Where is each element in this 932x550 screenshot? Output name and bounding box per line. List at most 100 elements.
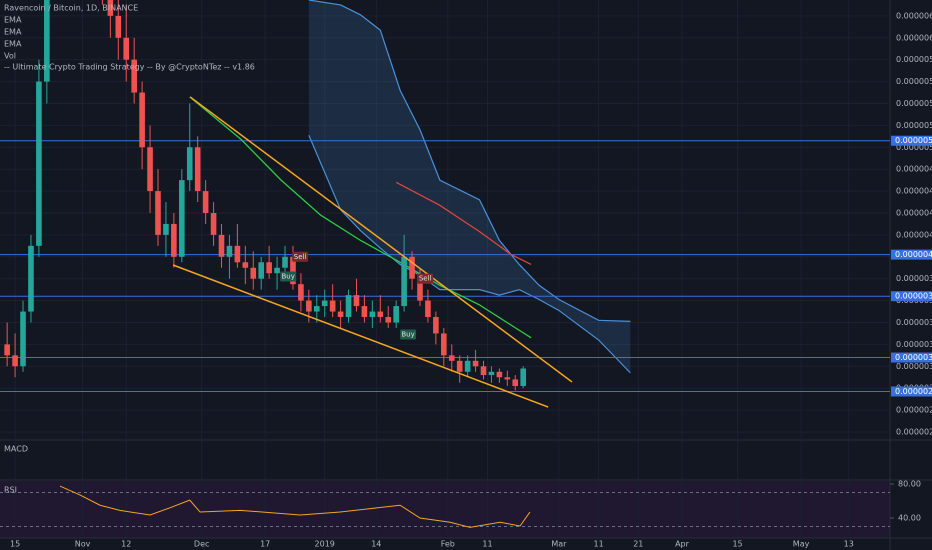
candle-body bbox=[186, 147, 193, 181]
level-label: 0.00000277 bbox=[895, 387, 932, 396]
rsi-tick-label: 80.00 bbox=[898, 479, 921, 488]
candle-body bbox=[417, 278, 423, 301]
candle-body bbox=[242, 262, 249, 268]
x-tick-label: Dec bbox=[194, 540, 209, 549]
rsi-tick-label: 40.00 bbox=[898, 514, 921, 523]
candle-body bbox=[409, 256, 415, 279]
signal-label: Sell bbox=[294, 253, 307, 261]
candle-body bbox=[123, 37, 130, 60]
y-tick-label: 0.00000620 bbox=[896, 11, 932, 20]
candle-body bbox=[369, 311, 376, 318]
candle-body bbox=[504, 377, 511, 380]
candle-body bbox=[36, 81, 42, 246]
legend: Vol bbox=[4, 52, 16, 61]
y-tick-label: 0.00000580 bbox=[896, 55, 932, 64]
candle-body bbox=[448, 355, 455, 361]
level-label: 0.00000402 bbox=[895, 250, 932, 259]
x-tick-label: Feb bbox=[441, 540, 455, 549]
cloud-line bbox=[308, 135, 631, 374]
y-tick-label: 0.00000380 bbox=[896, 274, 932, 283]
candle-body bbox=[512, 379, 519, 387]
candle-body bbox=[520, 368, 527, 387]
candle-body bbox=[393, 306, 399, 323]
candle-body bbox=[433, 317, 439, 334]
signal-label: Sell bbox=[419, 275, 432, 283]
x-tick-label: 15 bbox=[10, 540, 20, 549]
y-tick-label: 0.00000420 bbox=[896, 230, 932, 239]
candle-body bbox=[290, 256, 296, 285]
level-tag bbox=[891, 135, 932, 146]
legend: EMA bbox=[4, 28, 22, 37]
candle-body bbox=[155, 191, 161, 235]
candle-body bbox=[306, 300, 312, 312]
signal-tag bbox=[417, 273, 434, 284]
x-tick-label: Nov bbox=[75, 540, 91, 549]
signal-label: Buy bbox=[282, 273, 295, 281]
candle-body bbox=[139, 92, 145, 148]
y-tick-label: 0.00000440 bbox=[896, 208, 932, 217]
candle-body bbox=[329, 300, 336, 312]
candle-body bbox=[464, 360, 471, 372]
candle-body bbox=[20, 311, 26, 367]
candle-body bbox=[218, 234, 225, 257]
ema-line bbox=[189, 96, 532, 339]
candle-body bbox=[385, 317, 392, 323]
candle-body bbox=[298, 284, 304, 301]
x-tick-label: 21 bbox=[633, 540, 643, 549]
y-tick-label: 0.00000260 bbox=[896, 406, 932, 415]
x-tick-label: 15 bbox=[732, 540, 742, 549]
rsi-pane bbox=[0, 481, 890, 538]
trendline bbox=[189, 96, 573, 383]
signal-tag bbox=[292, 251, 309, 262]
level-tag bbox=[891, 249, 932, 260]
x-tick-label: 12 bbox=[121, 540, 131, 549]
chart-title: Ravencoin / Bitcoin, 1D, BINANCE bbox=[4, 4, 138, 13]
y-tick-label: 0.00000540 bbox=[896, 99, 932, 108]
candle-body bbox=[488, 371, 495, 376]
candle-body bbox=[401, 256, 407, 307]
candle-body bbox=[321, 300, 328, 307]
candle-body bbox=[107, 0, 114, 16]
candle-body bbox=[12, 355, 18, 367]
candle-body bbox=[456, 360, 463, 372]
x-tick-label: Apr bbox=[675, 540, 690, 549]
signal-label: Buy bbox=[401, 331, 414, 339]
pane-label: RSI bbox=[4, 486, 17, 495]
x-tick-label: 2019 bbox=[315, 540, 335, 549]
candle-body bbox=[147, 147, 153, 192]
candle-body bbox=[425, 300, 431, 318]
y-tick-label: 0.00000600 bbox=[896, 33, 932, 42]
candle-body bbox=[266, 262, 272, 274]
candle-body bbox=[480, 366, 487, 376]
candle-body bbox=[131, 59, 137, 93]
level-label: 0.00000364 bbox=[895, 292, 932, 301]
candle-body bbox=[115, 15, 122, 38]
candle-body bbox=[250, 267, 257, 279]
level-label: 0.00000308 bbox=[895, 353, 932, 362]
ema-line bbox=[395, 181, 532, 266]
candle-body bbox=[282, 256, 288, 268]
x-tick-label: 11 bbox=[482, 540, 492, 549]
level-tag bbox=[891, 291, 932, 302]
level-tag bbox=[891, 386, 932, 397]
candle-body bbox=[28, 245, 34, 312]
signal-tag bbox=[280, 271, 297, 282]
x-tick-label: 17 bbox=[260, 540, 270, 549]
candle-body bbox=[194, 147, 201, 192]
y-tick-label: 0.00000240 bbox=[896, 428, 932, 437]
legend: EMA bbox=[4, 16, 22, 25]
candle-body bbox=[313, 306, 320, 312]
candle-body bbox=[234, 245, 241, 263]
candle-body bbox=[179, 180, 185, 257]
cloud-fill bbox=[308, 0, 631, 373]
candle-body bbox=[210, 212, 217, 235]
x-tick-label: Mar bbox=[551, 540, 567, 549]
legend: EMA bbox=[4, 40, 22, 49]
candle-body bbox=[496, 371, 503, 378]
x-tick-label: 14 bbox=[371, 540, 381, 549]
y-tick-label: 0.00000480 bbox=[896, 165, 932, 174]
candle-body bbox=[4, 344, 10, 356]
level-tag bbox=[891, 352, 932, 363]
